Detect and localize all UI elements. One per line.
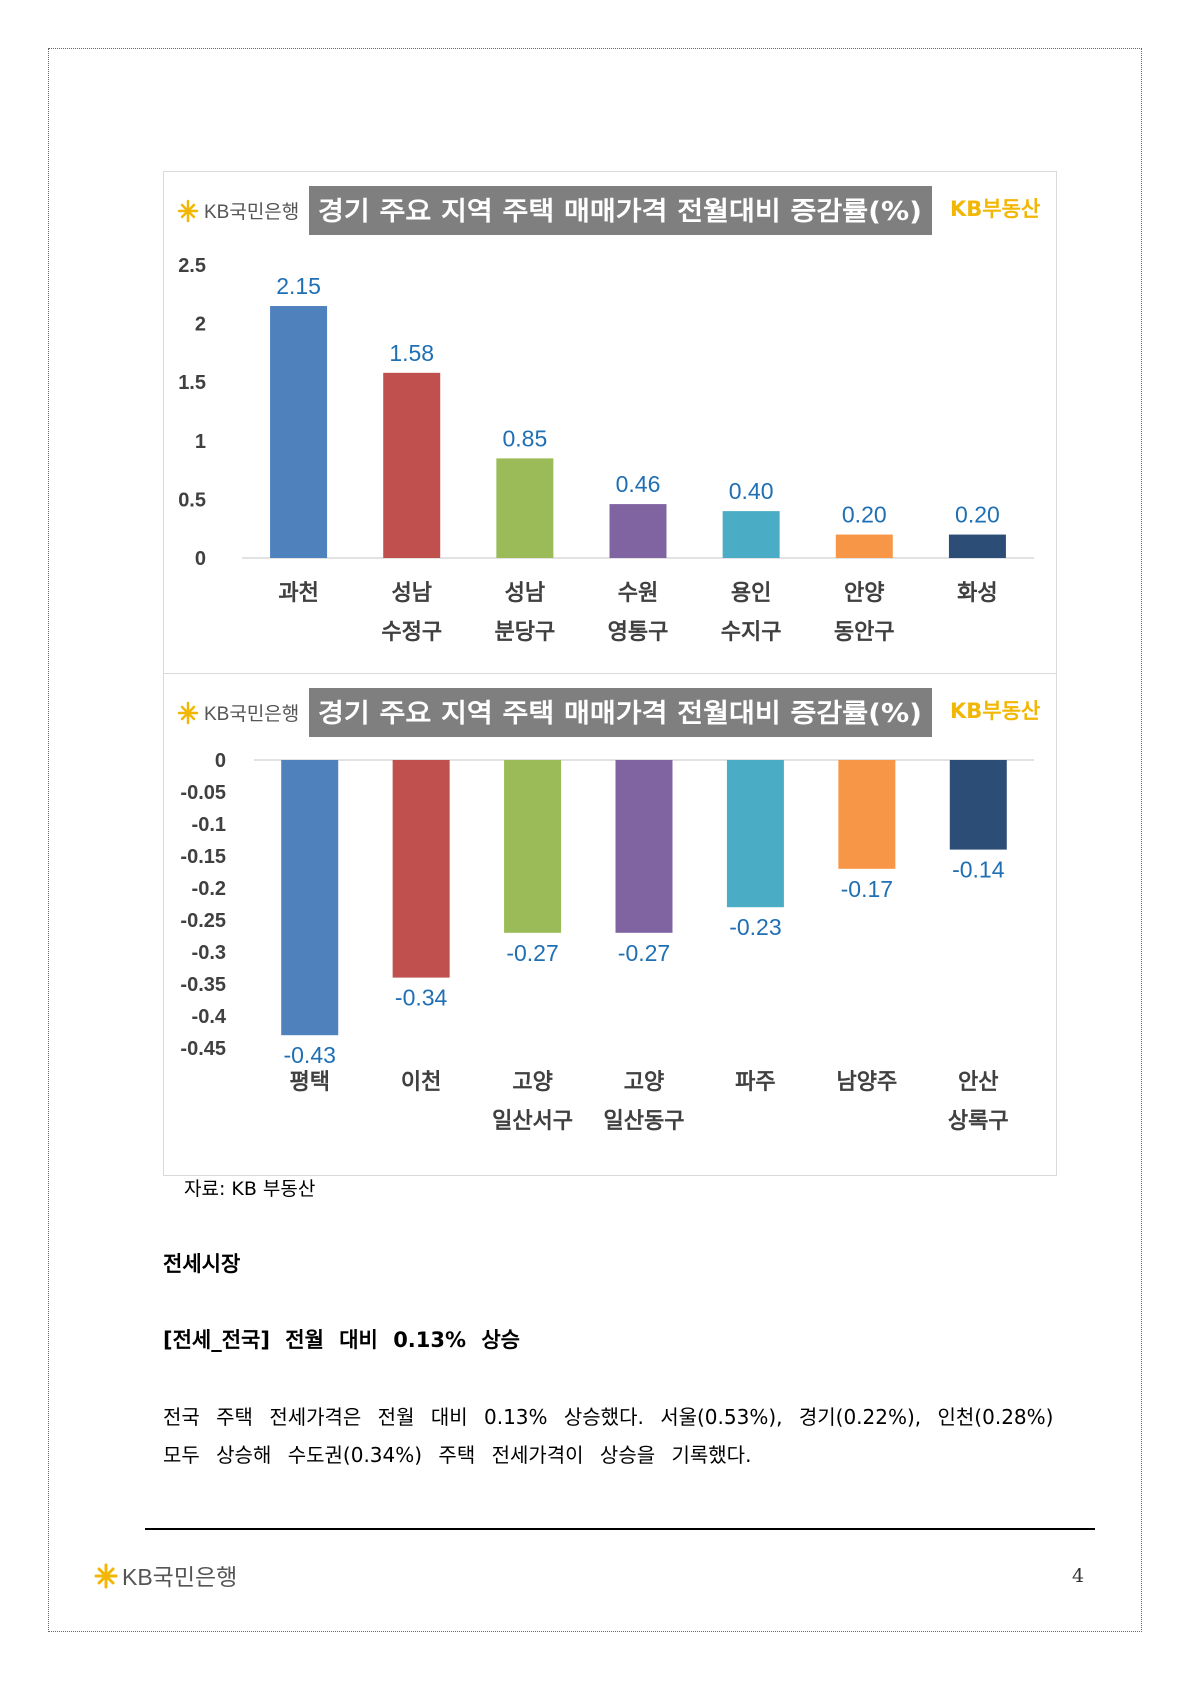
page-frame <box>48 48 1142 1632</box>
kb-star-icon <box>177 199 199 223</box>
data-label: -0.14 <box>952 857 1005 883</box>
category-label: 고양 <box>624 1070 664 1095</box>
category-label: 영통구 <box>608 620 669 645</box>
data-label: 0.20 <box>955 502 1000 528</box>
bar <box>722 511 780 558</box>
data-label: 0.40 <box>729 478 774 504</box>
data-label: 2.15 <box>276 273 321 299</box>
subheading: [전세_전국] 전월 대비 0.13% 상승 <box>163 1328 520 1352</box>
bar <box>270 306 328 558</box>
chart-brand: KB부동산 <box>950 699 1040 723</box>
data-label: -0.23 <box>729 914 781 940</box>
chart-title: 경기 주요 지역 주택 매매가격 전월대비 증감률(%) <box>318 699 922 729</box>
category-label: 수원 <box>618 581 658 606</box>
y-tick-label: 0 <box>195 548 206 570</box>
kb-star-stroke <box>180 705 196 721</box>
page-number: 4 <box>1072 1565 1085 1587</box>
chart-top-positive: KB국민은행 경기 주요 지역 주택 매매가격 전월대비 증감률(%) KB부동산 0… <box>163 171 1057 674</box>
chart-svg: KB국민은행 경기 주요 지역 주택 매매가격 전월대비 증감률(%) KB부동산 0… <box>177 688 1040 1134</box>
category-label: 수지구 <box>721 620 782 645</box>
bar <box>838 760 896 869</box>
category-label: 용인 <box>731 581 771 606</box>
chart-title-background <box>309 688 932 737</box>
y-tick-label: -0.3 <box>192 942 226 964</box>
bar <box>615 760 673 933</box>
footer-logo-text: KB국민은행 <box>122 1564 237 1590</box>
y-tick-label: -0.15 <box>180 846 226 868</box>
category-label: 이천 <box>401 1070 441 1095</box>
y-tick-label: 2.5 <box>178 255 206 277</box>
data-label: 1.58 <box>389 340 434 366</box>
y-tick-label: -0.4 <box>192 1006 227 1028</box>
category-label: 남양주 <box>836 1070 897 1095</box>
category-label: 파주 <box>735 1070 775 1095</box>
bar <box>392 760 450 978</box>
chart-brand: KB부동산 <box>950 197 1040 221</box>
category-label: 성남 <box>505 581 545 606</box>
chart-logo-text: KB국민은행 <box>204 201 299 223</box>
data-label: -0.27 <box>618 940 670 966</box>
category-label: 상록구 <box>948 1109 1009 1134</box>
y-tick-label: -0.2 <box>192 878 226 900</box>
bar <box>281 760 339 1036</box>
section-title: 전세시장 <box>163 1252 241 1276</box>
category-label: 동안구 <box>834 620 895 645</box>
y-tick-label: -0.35 <box>180 974 226 996</box>
bar <box>835 534 893 558</box>
kb-star-stroke <box>180 203 196 219</box>
bar <box>609 504 667 558</box>
data-label: -0.43 <box>283 1042 335 1068</box>
y-tick-label: -0.25 <box>180 910 226 932</box>
y-tick-label: 1.5 <box>178 372 206 394</box>
chart-svg: KB국민은행 경기 주요 지역 주택 매매가격 전월대비 증감률(%) KB부동산 0… <box>177 186 1040 645</box>
y-tick-label: -0.05 <box>180 782 226 804</box>
body-paragraph: 전국 주택 전세가격은 전월 대비 0.13% 상승했다. 서울(0.53%),… <box>163 1405 1054 1467</box>
category-label: 일산동구 <box>604 1109 685 1134</box>
chart-title: 경기 주요 지역 주택 매매가격 전월대비 증감률(%) <box>318 197 922 227</box>
kb-star-icon <box>177 701 199 725</box>
category-label: 분당구 <box>494 620 555 645</box>
bar <box>496 458 554 558</box>
y-tick-label: -0.1 <box>192 814 226 836</box>
category-label: 안산 <box>958 1070 998 1095</box>
data-label: -0.17 <box>841 876 893 902</box>
data-label: 0.85 <box>502 425 547 451</box>
bar <box>726 760 784 908</box>
footer-logo: KB국민은행 <box>92 1558 272 1598</box>
data-label: -0.27 <box>506 940 558 966</box>
footer-rule <box>145 1528 1095 1530</box>
chart-bottom-negative: KB국민은행 경기 주요 지역 주택 매매가격 전월대비 증감률(%) KB부동산 0… <box>163 673 1057 1176</box>
category-label: 평택 <box>289 1070 329 1095</box>
kb-logo-icon: KB국민은행 <box>94 1563 237 1590</box>
data-label: 0.46 <box>616 471 661 497</box>
category-label: 고양 <box>512 1070 552 1095</box>
y-tick-label: 0.5 <box>178 489 206 511</box>
data-label: -0.34 <box>395 985 448 1011</box>
category-label: 화성 <box>957 581 997 606</box>
y-tick-label: 1 <box>195 431 206 453</box>
bar <box>383 372 441 558</box>
category-label: 과천 <box>278 581 318 606</box>
bar <box>948 534 1006 558</box>
bar <box>504 760 562 933</box>
y-tick-label: 2 <box>195 314 206 336</box>
data-label: 0.20 <box>842 502 887 528</box>
source-note: 자료: KB 부동산 <box>184 1178 316 1200</box>
chart-title-background <box>309 186 932 235</box>
y-tick-label: -0.45 <box>180 1038 226 1060</box>
category-label: 성남 <box>391 581 431 606</box>
category-label: 수정구 <box>381 620 442 645</box>
category-label: 안양 <box>844 581 884 606</box>
y-tick-label: 0 <box>215 750 226 772</box>
bar <box>949 760 1007 850</box>
category-label: 일산서구 <box>492 1109 573 1134</box>
chart-logo-text: KB국민은행 <box>204 703 299 725</box>
